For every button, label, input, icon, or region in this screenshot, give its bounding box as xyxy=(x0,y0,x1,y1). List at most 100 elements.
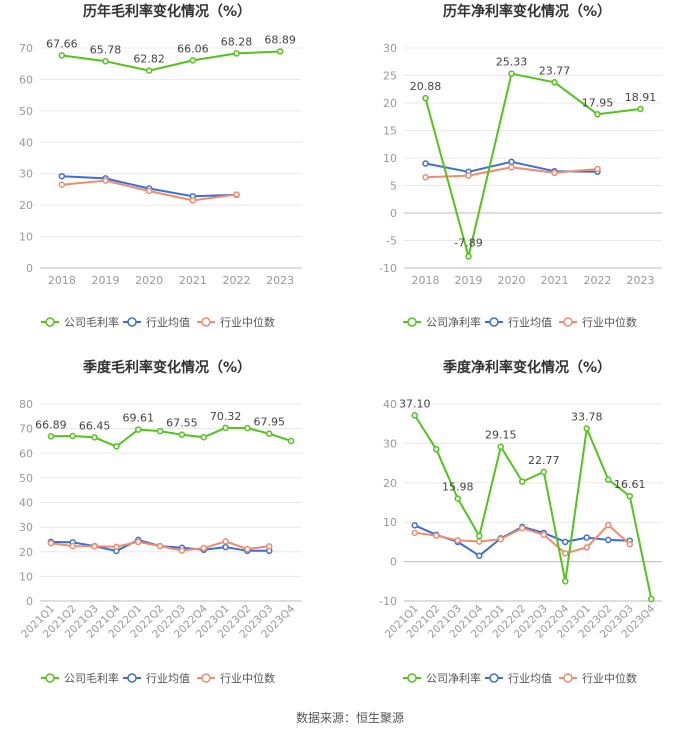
data-point-avg xyxy=(422,160,429,167)
y-tick-label: 30 xyxy=(19,168,33,181)
data-point-company xyxy=(156,427,164,435)
legend-marker-company[interactable] xyxy=(45,317,55,327)
y-tick-label: 60 xyxy=(19,73,33,86)
legend-label-median[interactable]: 行业中位数 xyxy=(582,315,637,329)
data-point-company xyxy=(637,105,644,113)
data-point-median xyxy=(508,164,515,171)
legend-marker-company[interactable] xyxy=(407,673,417,683)
data-point-company xyxy=(648,595,655,603)
y-tick-label: 40 xyxy=(19,497,33,510)
y-tick-label: 70 xyxy=(19,423,33,436)
data-point-avg xyxy=(476,552,483,559)
data-point-median xyxy=(102,177,109,184)
legend-marker-median[interactable] xyxy=(563,317,573,327)
legend-marker-company[interactable] xyxy=(45,673,55,683)
x-tick-label: 2022 xyxy=(584,274,612,287)
data-point-company xyxy=(276,48,284,55)
y-tick-label: 20 xyxy=(383,97,397,110)
y-tick-label: 25 xyxy=(383,70,397,83)
data-point-company xyxy=(145,67,153,74)
data-label: 65.78 xyxy=(90,43,122,56)
data-point-company xyxy=(626,492,633,500)
data-label: 33.78 xyxy=(571,411,603,424)
data-label: 70.32 xyxy=(210,410,242,423)
data-point-median xyxy=(189,197,197,204)
chart-title-2: 季度毛利率变化情况（%） xyxy=(82,359,251,376)
x-tick-label: 2019 xyxy=(455,274,483,287)
legend-marker-avg[interactable] xyxy=(127,317,137,327)
legend-label-avg[interactable]: 行业均值 xyxy=(508,316,552,329)
data-label: 29.15 xyxy=(485,429,517,442)
data-point-company xyxy=(244,424,251,432)
x-tick-label: 2021 xyxy=(541,274,569,287)
data-point-company xyxy=(508,70,515,77)
data-point-company xyxy=(287,437,295,445)
data-point-company xyxy=(189,57,197,64)
legend-marker-company[interactable] xyxy=(407,317,417,327)
data-label: 66.45 xyxy=(79,419,111,432)
data-point-median xyxy=(58,181,66,188)
data-point-median xyxy=(135,538,142,546)
y-tick-label: 30 xyxy=(19,521,33,534)
y-tick-label: -5 xyxy=(386,235,397,248)
y-tick-label: 0 xyxy=(390,207,397,220)
data-point-company xyxy=(476,532,483,540)
data-point-median xyxy=(519,524,526,532)
data-point-median xyxy=(605,521,612,529)
legend-label-median[interactable]: 行业中位数 xyxy=(582,671,637,685)
legend-label-avg[interactable]: 行业均值 xyxy=(146,672,190,685)
legend-marker-avg[interactable] xyxy=(489,317,499,327)
legend-label-company[interactable]: 公司净利率 xyxy=(426,671,481,685)
data-point-company xyxy=(113,443,120,450)
legend-label-avg[interactable]: 行业均值 xyxy=(508,672,552,685)
x-tick-label: 2019 xyxy=(92,274,120,287)
legend-label-median[interactable]: 行业中位数 xyxy=(220,315,275,329)
y-tick-label: -10 xyxy=(379,262,397,275)
y-tick-label: 10 xyxy=(19,231,33,244)
legend-label-avg[interactable]: 行业均值 xyxy=(146,316,190,329)
data-point-company xyxy=(540,468,547,476)
series-line-company xyxy=(61,50,281,72)
chart-title-3: 季度净利率变化情况（%） xyxy=(442,359,611,376)
data-point-avg xyxy=(583,534,590,541)
y-tick-label: 50 xyxy=(19,472,33,485)
data-point-company xyxy=(91,434,98,441)
y-tick-label: 0 xyxy=(390,556,397,569)
y-tick-label: -10 xyxy=(379,595,397,608)
data-point-company xyxy=(583,425,590,432)
data-point-company xyxy=(266,430,273,437)
legend-marker-avg[interactable] xyxy=(127,673,137,683)
legend-label-company[interactable]: 公司毛利率 xyxy=(64,315,119,329)
data-point-avg xyxy=(58,172,66,180)
legend-marker-avg[interactable] xyxy=(489,673,499,683)
x-tick-label: 2022 xyxy=(223,274,251,287)
data-label: 66.89 xyxy=(35,418,67,431)
data-point-median xyxy=(465,172,472,179)
legend-label-company[interactable]: 公司净利率 xyxy=(426,315,481,329)
y-tick-label: 5 xyxy=(390,180,397,193)
data-point-median xyxy=(454,537,461,544)
data-point-company xyxy=(200,433,207,441)
legend-marker-median[interactable] xyxy=(201,317,211,327)
data-point-company xyxy=(454,495,461,502)
y-tick-label: 10 xyxy=(383,516,397,529)
series-line-company xyxy=(424,72,641,258)
chart-title-0: 历年毛利率变化情况（%） xyxy=(83,3,251,20)
data-label: 15.98 xyxy=(442,481,474,494)
legend-label-median[interactable]: 行业中位数 xyxy=(220,671,275,685)
y-tick-label: 50 xyxy=(19,105,33,118)
data-point-company xyxy=(102,58,109,65)
data-label: 66.06 xyxy=(177,42,209,55)
data-point-median xyxy=(562,550,569,557)
legend-marker-median[interactable] xyxy=(563,673,573,683)
legend-marker-median[interactable] xyxy=(201,673,211,683)
data-point-median xyxy=(422,174,429,181)
data-point-median xyxy=(145,187,153,195)
legend-label-company[interactable]: 公司毛利率 xyxy=(64,671,119,685)
data-point-median xyxy=(113,543,120,551)
data-label: 37.10 xyxy=(399,397,431,410)
data-point-median xyxy=(433,532,440,539)
data-label: 67.95 xyxy=(254,416,286,429)
data-point-median xyxy=(244,545,251,553)
